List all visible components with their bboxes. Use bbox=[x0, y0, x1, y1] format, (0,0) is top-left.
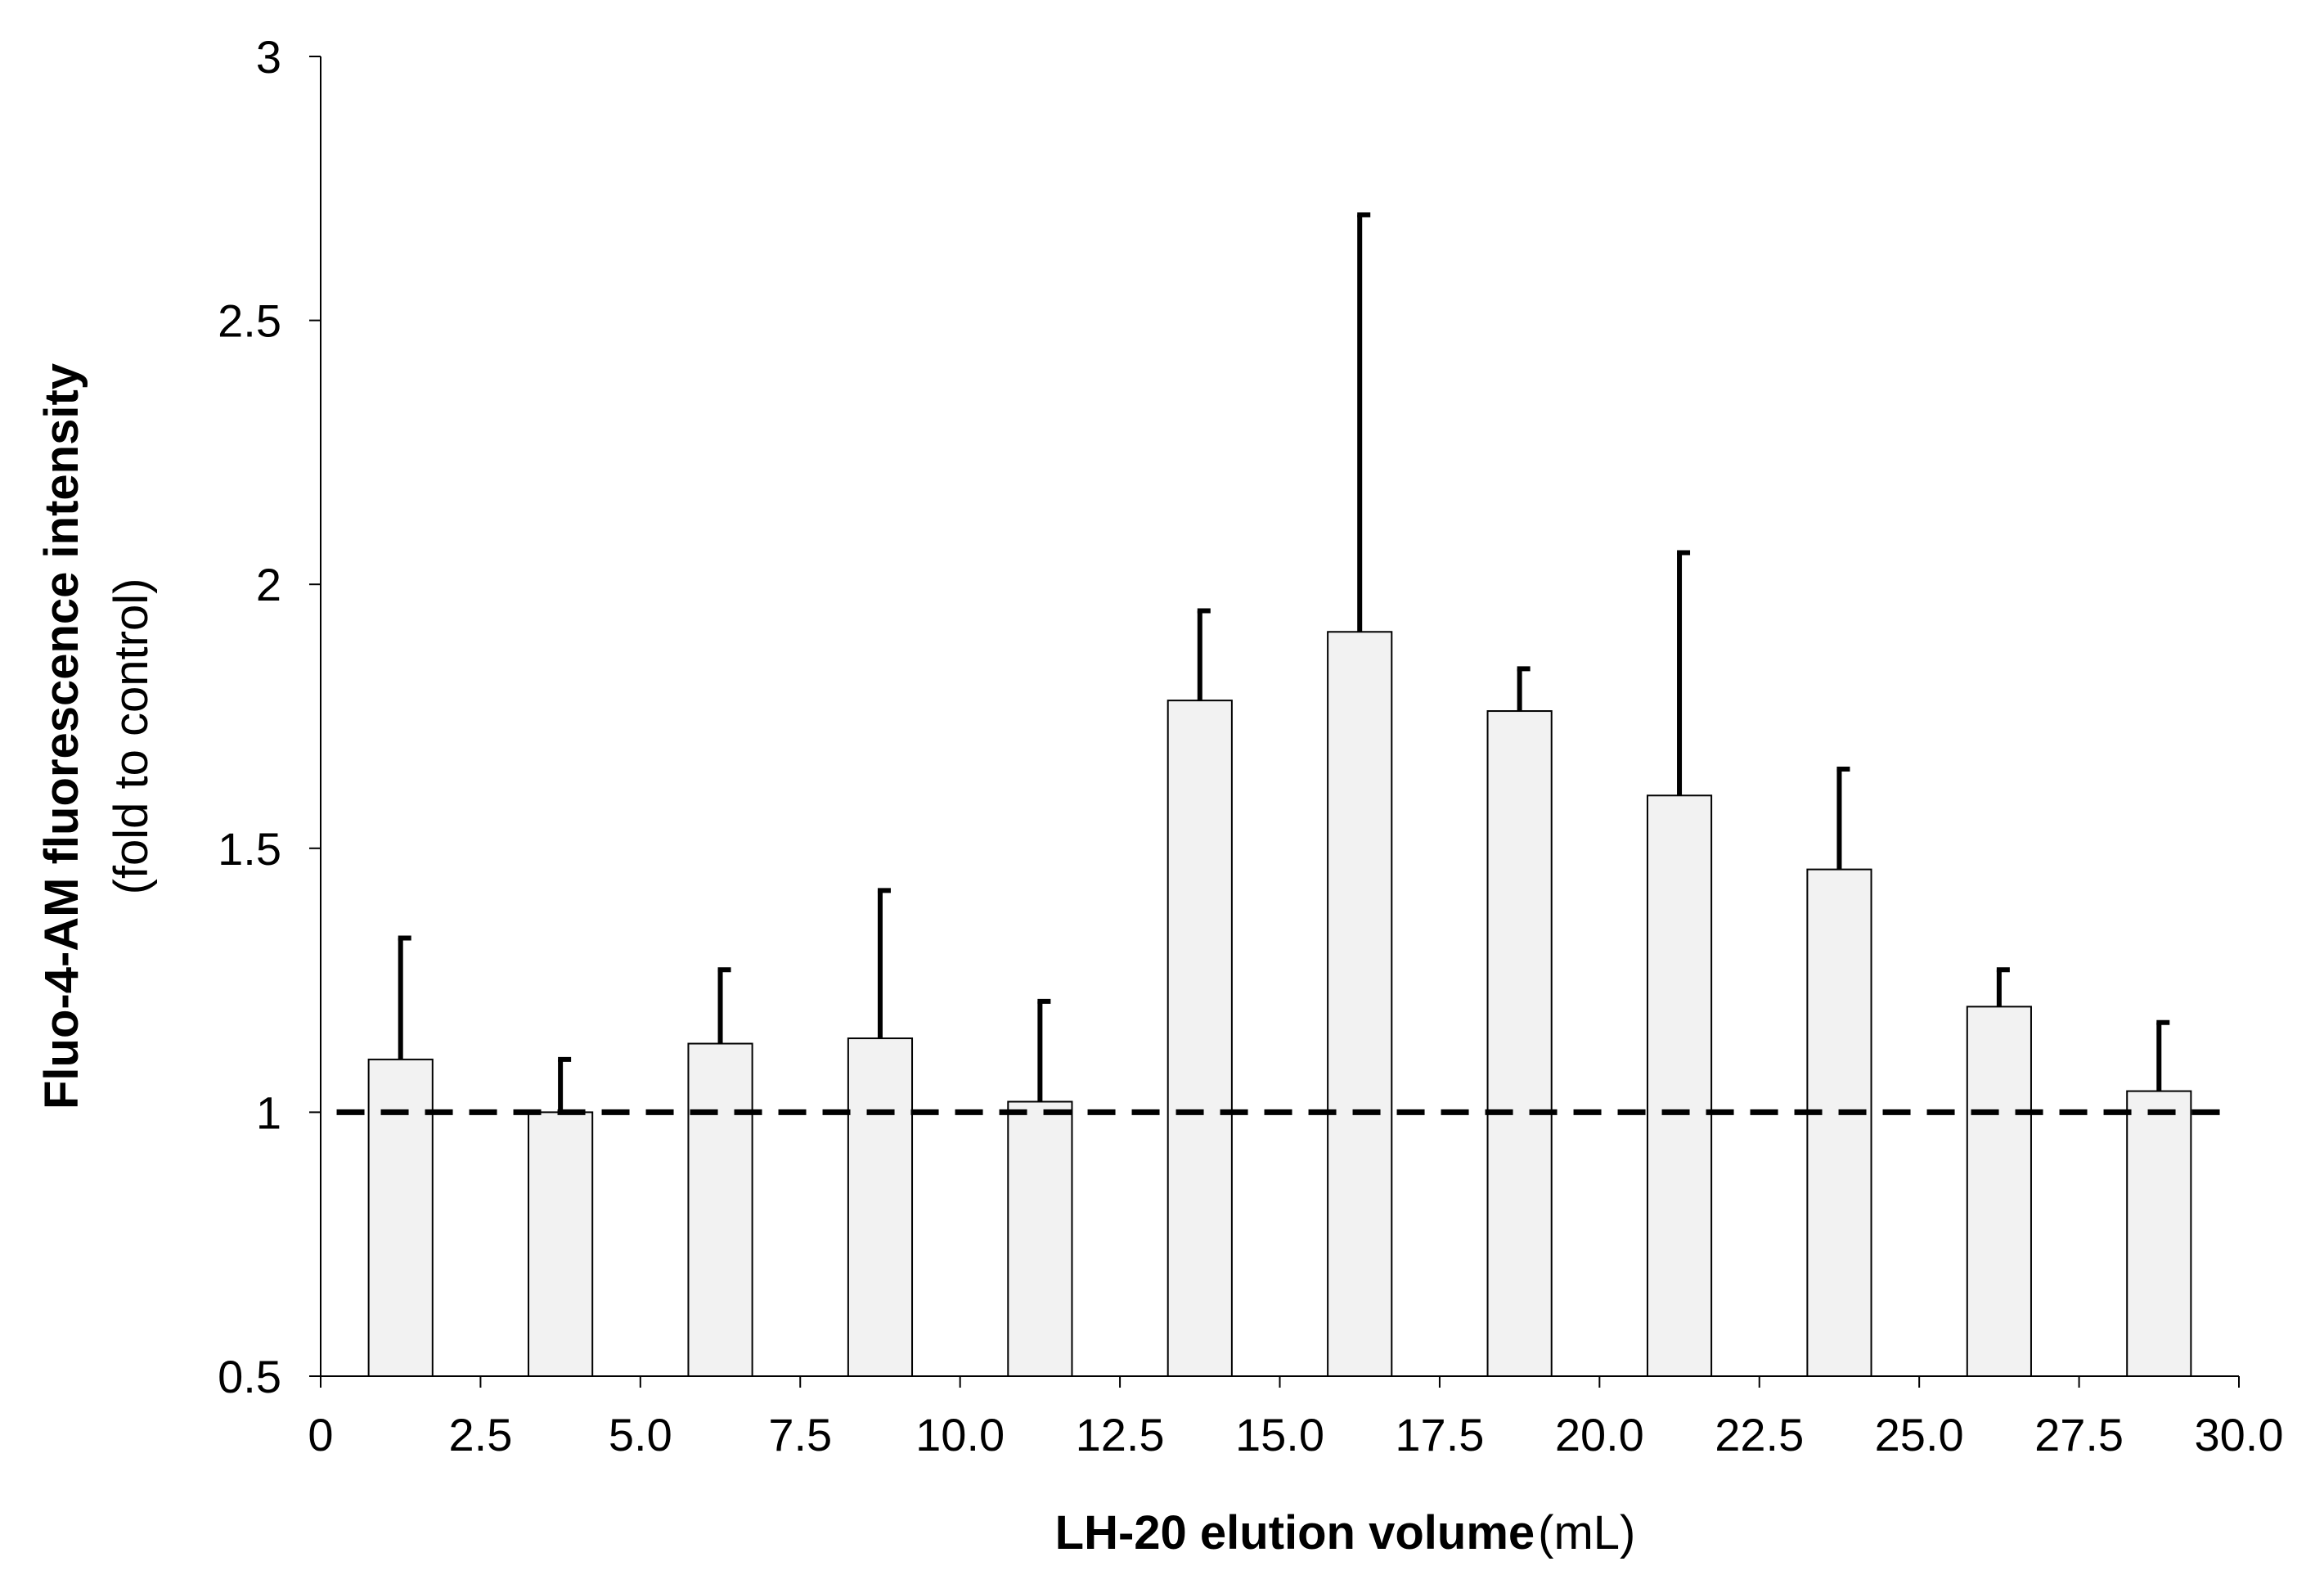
error-bar-4 bbox=[877, 888, 891, 1039]
bar-8 bbox=[1486, 710, 1553, 1377]
x-tick-label: 22.5 bbox=[1715, 1409, 1804, 1460]
x-axis-title: LH-20 elution volume (mL) bbox=[1055, 1506, 1636, 1559]
bar-11 bbox=[1966, 1006, 2032, 1377]
error-bar-11 bbox=[1996, 967, 2010, 1007]
x-tick-label: 10.0 bbox=[915, 1409, 1005, 1460]
y-axis-title: Fluo-4-AM fluorescence intensity bbox=[35, 363, 88, 1109]
x-axis-title-main: LH-20 elution volume bbox=[1055, 1506, 1535, 1559]
y-axis-subtitle: (fold to control) bbox=[105, 578, 158, 895]
bar-7 bbox=[1327, 631, 1393, 1377]
y-tick-label: 1 bbox=[256, 1087, 281, 1138]
x-tick-label: 5.0 bbox=[609, 1409, 672, 1460]
bar-1 bbox=[367, 1058, 434, 1377]
x-tick-label: 12.5 bbox=[1076, 1409, 1165, 1460]
x-tick-label: 7.5 bbox=[768, 1409, 832, 1460]
x-tick-label: 0 bbox=[308, 1409, 333, 1460]
x-axis-title-unit: (mL) bbox=[1538, 1506, 1635, 1559]
error-bars-group bbox=[398, 212, 2170, 1113]
bar-10 bbox=[1806, 868, 1872, 1378]
x-tick-label: 2.5 bbox=[448, 1409, 512, 1460]
error-bar-12 bbox=[2156, 1019, 2170, 1091]
bar-4 bbox=[847, 1037, 914, 1378]
bar-3 bbox=[687, 1042, 753, 1378]
error-bar-5 bbox=[1037, 998, 1051, 1102]
y-tick-label: 0.5 bbox=[218, 1351, 281, 1402]
error-bar-9 bbox=[1677, 550, 1691, 796]
x-tick-label: 15.0 bbox=[1235, 1409, 1324, 1460]
error-bar-1 bbox=[398, 935, 411, 1060]
x-tick-label: 27.5 bbox=[2034, 1409, 2124, 1460]
bars-group bbox=[367, 631, 2192, 1378]
x-tick-label: 25.0 bbox=[1875, 1409, 1964, 1460]
x-tick-label: 20.0 bbox=[1555, 1409, 1644, 1460]
y-tick-label: 2.5 bbox=[218, 295, 281, 347]
y-tick-label: 3 bbox=[256, 31, 281, 83]
axes-group bbox=[309, 56, 2240, 1388]
bar-5 bbox=[1007, 1100, 1073, 1377]
error-bar-7 bbox=[1357, 212, 1371, 632]
y-tick-label: 1.5 bbox=[218, 823, 281, 875]
bar-12 bbox=[2126, 1090, 2192, 1378]
error-bar-10 bbox=[1836, 767, 1850, 870]
bar-9 bbox=[1646, 794, 1713, 1377]
x-tick-label: 17.5 bbox=[1395, 1409, 1484, 1460]
bar-2 bbox=[528, 1111, 594, 1378]
y-tick-label: 2 bbox=[256, 559, 281, 610]
tick-labels-group: 0.511.522.530 2.5 5.0 7.5 10.0 12.5 15.0 17.5 20… bbox=[218, 31, 2283, 1460]
x-tick-label: 30.0 bbox=[2195, 1409, 2284, 1460]
error-bar-6 bbox=[1197, 608, 1211, 701]
error-bar-3 bbox=[717, 967, 731, 1044]
error-bar-2 bbox=[558, 1056, 572, 1113]
error-bar-8 bbox=[1517, 666, 1531, 712]
bar-6 bbox=[1166, 700, 1233, 1377]
